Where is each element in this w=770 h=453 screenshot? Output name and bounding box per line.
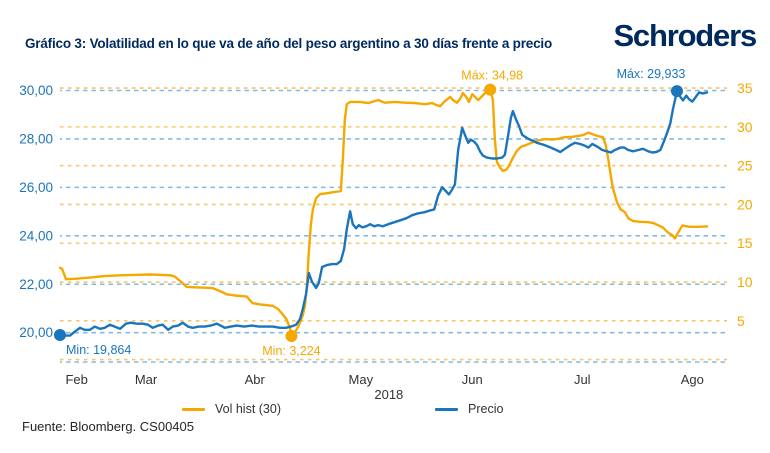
x-axis-year-label: 2018 (374, 387, 403, 402)
annotation-dot-0 (484, 83, 497, 96)
annotation-label-0: Máx: 34,98 (461, 69, 523, 83)
legend-label-precio: Precio (468, 402, 504, 416)
chart-legend: Vol hist (30) Precio (0, 401, 770, 417)
precio-line-swatch (435, 407, 458, 411)
series-line-precio (58, 89, 709, 337)
series-line-vol (58, 88, 709, 338)
legend-item-precio: Precio (435, 401, 503, 417)
x-axis-label-feb: Feb (65, 372, 87, 387)
left-axis-tick-20: 20,00 (19, 325, 53, 340)
right-axis-tick-30: 30 (737, 119, 753, 135)
left-axis-tick-22: 22,00 (19, 277, 53, 292)
source-note: Fuente: Bloomberg. CS00405 (22, 419, 194, 434)
x-axis-label-jul: Jul (574, 372, 591, 387)
right-axis-tick-20: 20 (737, 196, 753, 212)
right-axis-tick-5: 5 (737, 313, 745, 329)
annotation-label-1: Min: 3,224 (262, 344, 320, 358)
legend-label-vol: Vol hist (30) (215, 402, 282, 416)
x-axis-label-may: May (349, 372, 374, 387)
left-axis-tick-24: 24,00 (19, 228, 53, 243)
left-axis-tick-26: 26,00 (19, 180, 53, 195)
legend-item-vol: Vol hist (30) (182, 401, 281, 417)
left-axis-tick-28: 28,00 (19, 131, 53, 146)
x-axis-label-jun: Jun (462, 372, 483, 387)
right-axis-tick-25: 25 (737, 158, 753, 174)
vol-line-swatch (182, 407, 205, 411)
chart-title: Gráfico 3: Volatilidad en lo que va de a… (25, 36, 552, 51)
right-axis-tick-10: 10 (737, 274, 753, 290)
annotation-dot-1 (285, 329, 298, 342)
annotation-label-2: Máx: 29,933 (617, 67, 686, 81)
annotation-label-3: Min: 19,864 (66, 343, 131, 357)
left-axis-tick-30: 30,00 (19, 83, 53, 98)
x-axis-label-ago: Ago (681, 372, 704, 387)
annotation-dot-3 (54, 328, 66, 341)
annotation-dot-2 (670, 85, 683, 98)
x-axis-label-mar: Mar (135, 372, 158, 387)
right-axis-tick-35: 35 (737, 80, 753, 96)
right-axis-tick-15: 15 (737, 235, 753, 251)
x-axis-label-abr: Abr (245, 372, 266, 387)
schroders-logo: Schroders (613, 18, 757, 53)
